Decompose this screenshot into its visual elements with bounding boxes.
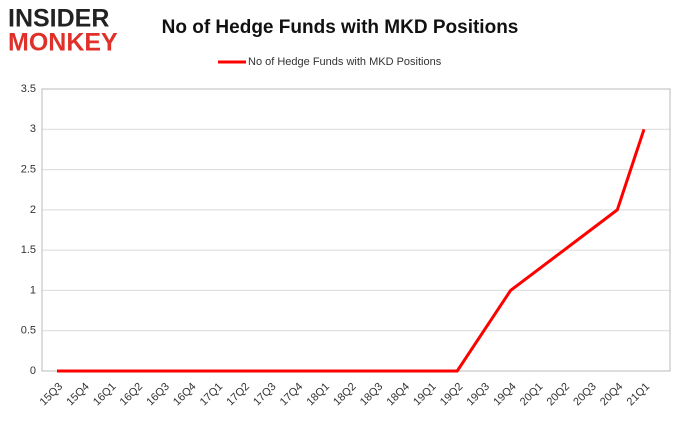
plot-border: [41, 88, 671, 372]
x-tick-label: 16Q4: [171, 381, 199, 409]
chart-title: No of Hedge Funds with MKD Positions: [162, 17, 519, 38]
x-tick-label: 17Q4: [278, 381, 306, 409]
x-tick-label: 19Q1: [411, 381, 439, 409]
y-tick-label: 1: [30, 284, 36, 296]
y-tick-label: 0: [30, 365, 36, 377]
y-tick-label: 3: [30, 123, 36, 135]
logo-line1: INSIDER: [8, 5, 109, 33]
y-tick-label: 0.5: [21, 325, 36, 337]
x-tick-label: 21Q1: [625, 381, 653, 409]
x-tick-label: 17Q3: [251, 381, 279, 409]
x-tick-label: 19Q4: [491, 381, 519, 409]
x-tick-label: 20Q1: [518, 381, 546, 409]
x-tick-label: 20Q3: [571, 381, 599, 409]
x-tick-label: 16Q2: [118, 381, 146, 409]
y-tick-label: 2: [30, 204, 36, 216]
x-tick-label: 18Q1: [304, 381, 332, 409]
y-tick-label: 3.5: [21, 83, 36, 95]
x-tick-label: 18Q4: [385, 381, 413, 409]
x-tick-label: 20Q4: [598, 381, 626, 409]
x-tick-label: 16Q3: [144, 381, 172, 409]
x-tick-label: 18Q2: [331, 381, 359, 409]
x-tick-label: 19Q2: [438, 381, 466, 409]
legend-label: No of Hedge Funds with MKD Positions: [248, 56, 442, 68]
x-tick-label: 16Q1: [91, 381, 119, 409]
x-tick-label: 17Q2: [224, 381, 252, 409]
x-tick-label: 15Q3: [38, 381, 66, 409]
y-tick-label: 1.5: [21, 244, 36, 256]
series-line: [57, 128, 646, 373]
x-tick-label: 15Q4: [64, 381, 92, 409]
x-tick-label: 18Q3: [358, 381, 386, 409]
x-tick-label: 17Q1: [198, 381, 226, 409]
x-tick-label: 20Q2: [545, 381, 573, 409]
logo-line2: MONKEY: [8, 29, 118, 57]
y-tick-label: 2.5: [21, 163, 36, 175]
x-tick-label: 19Q3: [465, 381, 493, 409]
